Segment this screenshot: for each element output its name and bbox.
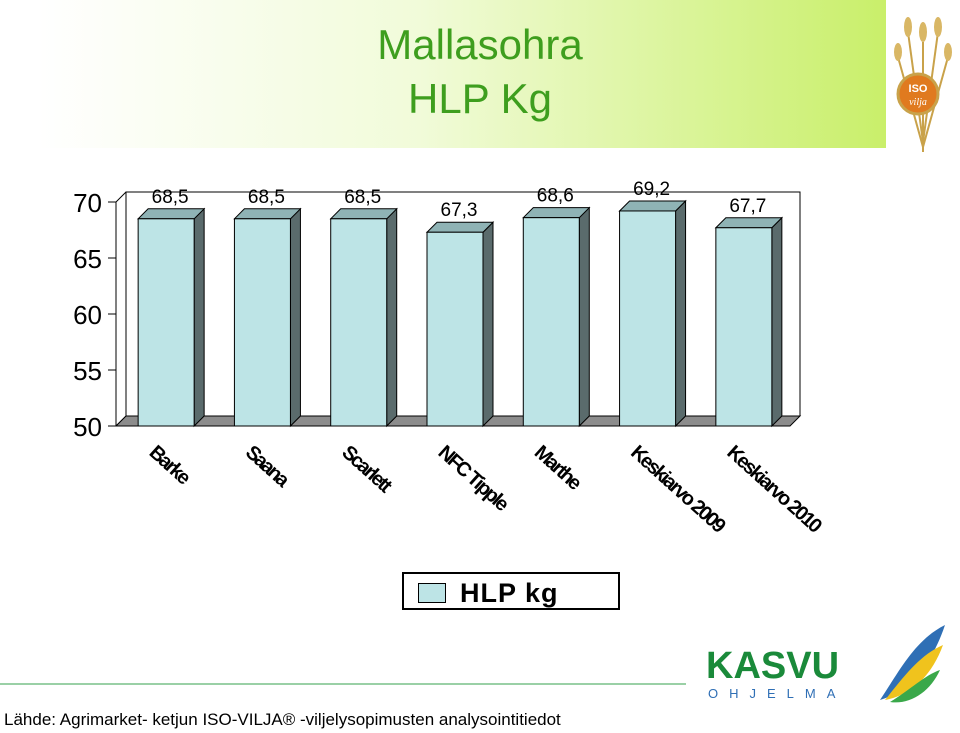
bar xyxy=(522,217,580,427)
bar-top xyxy=(136,208,206,220)
data-label: 67,3 xyxy=(441,200,478,221)
bar-side xyxy=(482,221,494,428)
data-label: 68,6 xyxy=(537,186,574,207)
category-label: Saana xyxy=(241,441,294,492)
bars xyxy=(136,199,784,428)
chart-legend: HLP kg xyxy=(402,572,620,610)
data-label: 68,5 xyxy=(152,187,189,208)
category-label: Keskiarvo 2010 xyxy=(723,441,827,537)
footer-divider xyxy=(0,683,686,685)
bar-side xyxy=(289,207,301,428)
ohjelma-text: OHJELMA xyxy=(708,686,846,701)
source-note: Lähde: Agrimarket- ketjun ISO-VILJA® -vi… xyxy=(4,710,561,729)
y-tick-label: 60 xyxy=(73,300,102,330)
bar-side xyxy=(386,207,398,428)
bar-top xyxy=(425,221,495,233)
data-label: 67,7 xyxy=(729,196,766,217)
data-label: 69,2 xyxy=(633,179,670,200)
iso-logo-text-1: ISO xyxy=(909,83,928,95)
data-label: 68,5 xyxy=(344,187,381,208)
bar xyxy=(330,218,388,427)
y-tick-label: 70 xyxy=(73,188,102,218)
chart-title: Mallasohra HLP Kg xyxy=(0,18,960,126)
data-labels: 68,5 68,5 68,5 67,3 68,6 69,2 67,7 xyxy=(152,179,767,221)
kasvu-text: KASVU xyxy=(706,645,839,687)
bar-side xyxy=(578,206,590,428)
bar-top xyxy=(618,200,687,212)
category-label: Scarlett xyxy=(337,441,396,497)
bar xyxy=(233,218,291,427)
kasvu-ohjelma-logo: KASVU OHJELMA xyxy=(706,625,945,703)
y-axis-top xyxy=(115,191,127,203)
category-label: NFC Tipple xyxy=(434,441,513,516)
category-label: Barke xyxy=(145,441,195,489)
bar-top xyxy=(329,208,398,220)
category-label: Marthe xyxy=(530,441,586,494)
bar xyxy=(715,227,773,427)
y-axis: 50 55 60 65 70 xyxy=(73,188,127,442)
bar-side xyxy=(193,207,205,428)
bar xyxy=(426,231,484,427)
bar-side xyxy=(675,199,687,428)
bar xyxy=(619,210,677,427)
title-line-1: Mallasohra xyxy=(377,21,583,68)
iso-vilja-logo: ISO vilja xyxy=(894,17,952,152)
bar xyxy=(137,218,195,427)
y-tick-label: 50 xyxy=(73,412,102,442)
y-tick-label: 65 xyxy=(73,244,102,274)
title-line-2: HLP Kg xyxy=(408,75,552,122)
bar-top xyxy=(522,207,591,219)
category-labels: Barke Saana Scarlett NFC Tipple Marthe Keskia… xyxy=(145,441,826,537)
data-label: 68,5 xyxy=(248,187,285,208)
title-band xyxy=(38,0,886,148)
bar-top xyxy=(233,208,302,220)
legend-label: HLP kg xyxy=(460,578,559,608)
svg-text:vilja: vilja xyxy=(909,97,927,108)
category-label: Keskiarvo 2009 xyxy=(626,441,730,537)
legend-swatch xyxy=(418,583,446,603)
bar-side xyxy=(771,216,783,428)
bar-top xyxy=(714,217,784,229)
y-tick-label: 55 xyxy=(73,356,102,386)
